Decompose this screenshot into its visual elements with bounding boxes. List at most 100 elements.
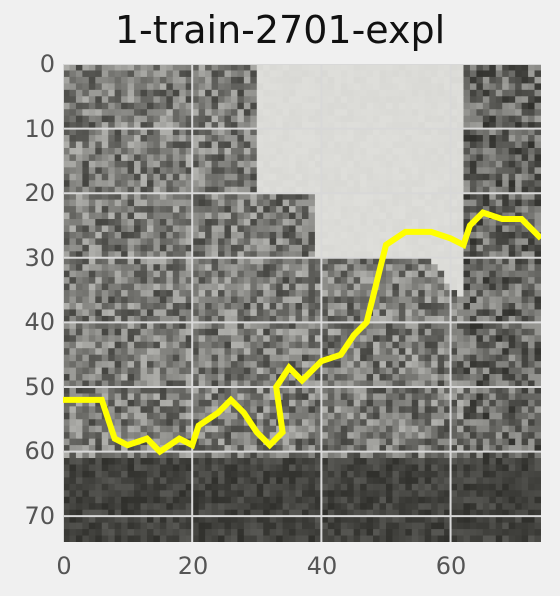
- image-cell: [521, 458, 529, 466]
- image-cell: [489, 425, 497, 433]
- image-cell: [482, 283, 490, 291]
- image-cell: [385, 135, 394, 143]
- image-cell: [508, 309, 516, 317]
- image-cell: [243, 341, 251, 349]
- image-cell: [385, 277, 394, 285]
- image-cell: [192, 109, 200, 117]
- image-cell: [502, 160, 510, 168]
- image-cell: [63, 367, 71, 375]
- image-cell: [224, 464, 232, 472]
- image-cell: [185, 180, 193, 188]
- image-cell: [327, 283, 335, 291]
- image-cell: [489, 406, 497, 414]
- image-cell: [82, 264, 90, 272]
- image-cell: [366, 147, 374, 156]
- image-cell: [63, 128, 71, 136]
- image-cell: [405, 399, 413, 407]
- image-cell: [146, 64, 155, 72]
- image-cell: [256, 477, 264, 485]
- image-cell: [444, 83, 452, 91]
- image-cell: [75, 186, 83, 194]
- image-cell: [463, 186, 471, 194]
- image-cell: [444, 490, 452, 498]
- image-cell: [295, 244, 303, 252]
- image-cell: [457, 483, 465, 491]
- image-cell: [121, 451, 129, 459]
- image-cell: [495, 135, 503, 143]
- image-cell: [230, 367, 239, 375]
- image-cell: [450, 89, 458, 97]
- image-cell: [424, 290, 432, 298]
- image-cell: [256, 309, 264, 317]
- image-cell: [314, 96, 322, 104]
- image-cell: [82, 199, 90, 207]
- image-cell: [211, 225, 219, 233]
- image-cell: [127, 96, 135, 104]
- image-cell: [360, 477, 368, 485]
- image-cell: [405, 238, 413, 246]
- image-cell: [127, 283, 135, 291]
- image-cell: [340, 277, 348, 285]
- image-cell: [495, 464, 503, 472]
- image-cell: [179, 445, 187, 453]
- image-cell: [192, 290, 200, 298]
- image-cell: [398, 374, 406, 382]
- image-cell: [495, 206, 503, 214]
- image-cell: [218, 173, 226, 181]
- image-cell: [327, 464, 335, 472]
- image-cell: [243, 354, 251, 362]
- image-cell: [224, 141, 232, 149]
- image-cell: [146, 419, 155, 427]
- image-cell: [159, 328, 167, 336]
- image-cell: [431, 167, 439, 175]
- image-cell: [140, 496, 148, 504]
- image-cell: [444, 380, 452, 388]
- image-cell: [159, 277, 167, 285]
- image-cell: [243, 231, 251, 240]
- image-cell: [521, 115, 529, 123]
- image-cell: [411, 96, 419, 104]
- image-cell: [263, 122, 271, 130]
- image-cell: [431, 425, 439, 433]
- image-cell: [114, 135, 122, 143]
- image-cell: [392, 296, 400, 304]
- image-cell: [444, 141, 452, 149]
- image-cell: [373, 328, 381, 336]
- image-cell: [198, 399, 206, 407]
- image-cell: [431, 464, 439, 472]
- image-cell: [166, 322, 174, 330]
- image-cell: [353, 483, 361, 491]
- image-cell: [347, 315, 355, 323]
- image-cell: [392, 70, 400, 78]
- image-cell: [457, 277, 465, 285]
- image-cell: [192, 180, 200, 188]
- image-cell: [230, 147, 239, 156]
- image-cell: [392, 147, 400, 156]
- image-cell: [482, 154, 490, 162]
- image-cell: [431, 102, 439, 110]
- image-cell: [463, 451, 471, 459]
- image-cell: [276, 257, 284, 265]
- image-cell: [211, 186, 219, 194]
- image-cell: [121, 335, 129, 343]
- image-cell: [528, 315, 536, 323]
- image-cell: [340, 470, 348, 479]
- image-cell: [321, 380, 329, 388]
- image-cell: [250, 470, 258, 479]
- image-cell: [437, 361, 445, 369]
- image-cell: [146, 270, 155, 278]
- image-cell: [405, 122, 413, 130]
- image-cell: [179, 109, 187, 117]
- image-cell: [134, 496, 142, 504]
- image-cell: [508, 70, 516, 78]
- image-cell: [482, 354, 490, 362]
- image-cell: [82, 341, 90, 349]
- image-cell: [185, 264, 193, 272]
- image-cell: [424, 477, 432, 485]
- image-cell: [153, 238, 161, 246]
- image-cell: [192, 64, 200, 72]
- image-cell: [431, 83, 439, 91]
- image-cell: [411, 283, 419, 291]
- image-cell: [340, 386, 348, 395]
- image-cell: [515, 122, 523, 130]
